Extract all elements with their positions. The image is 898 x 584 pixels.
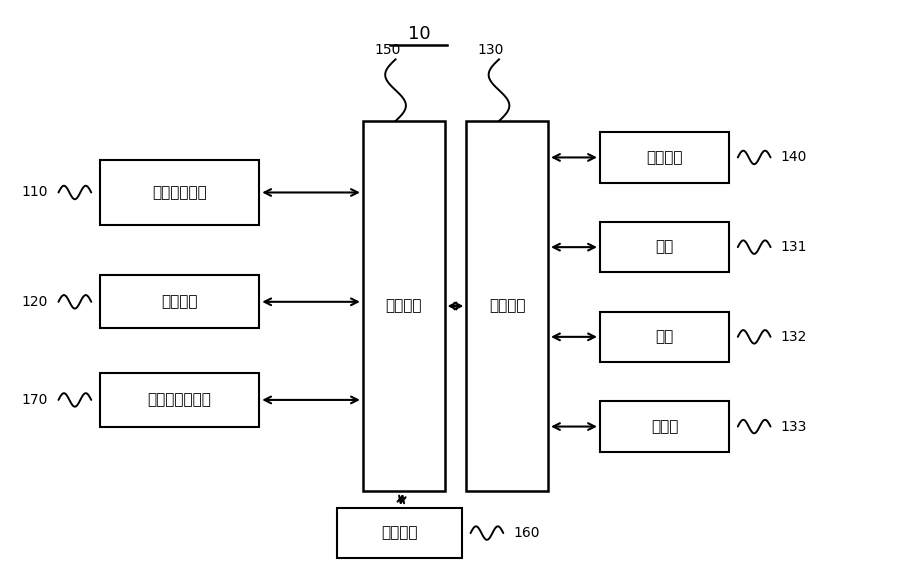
Text: 132: 132 [781,330,807,344]
Text: 120: 120 [22,295,48,309]
FancyBboxPatch shape [100,275,260,328]
Text: 电池单元: 电池单元 [162,294,198,310]
Text: 驱动单元: 驱动单元 [489,298,525,314]
FancyBboxPatch shape [600,401,729,452]
Text: 10: 10 [408,25,430,43]
FancyBboxPatch shape [600,222,729,272]
Text: 133: 133 [781,419,807,433]
Text: 170: 170 [22,393,48,407]
Text: 右轮: 右轮 [656,329,674,345]
FancyBboxPatch shape [600,312,729,362]
FancyBboxPatch shape [600,132,729,183]
Text: 清扫单元: 清扫单元 [647,150,682,165]
Text: 160: 160 [514,526,541,540]
Text: 131: 131 [781,240,807,254]
Text: 处理单元: 处理单元 [385,298,422,314]
FancyBboxPatch shape [100,160,260,225]
FancyBboxPatch shape [100,373,260,426]
Text: 图像采集单元: 图像采集单元 [153,185,207,200]
FancyBboxPatch shape [337,508,462,558]
FancyBboxPatch shape [363,121,445,491]
Text: 140: 140 [781,151,807,165]
Text: 150: 150 [374,43,401,57]
FancyBboxPatch shape [466,121,548,491]
Text: 左轮: 左轮 [656,239,674,255]
Text: 导向轮: 导向轮 [651,419,678,434]
Text: 存储单元: 存储单元 [381,526,418,541]
Text: 110: 110 [22,186,48,200]
Text: 130: 130 [478,43,504,57]
Text: 障碍物检测单元: 障碍物检测单元 [147,392,212,408]
